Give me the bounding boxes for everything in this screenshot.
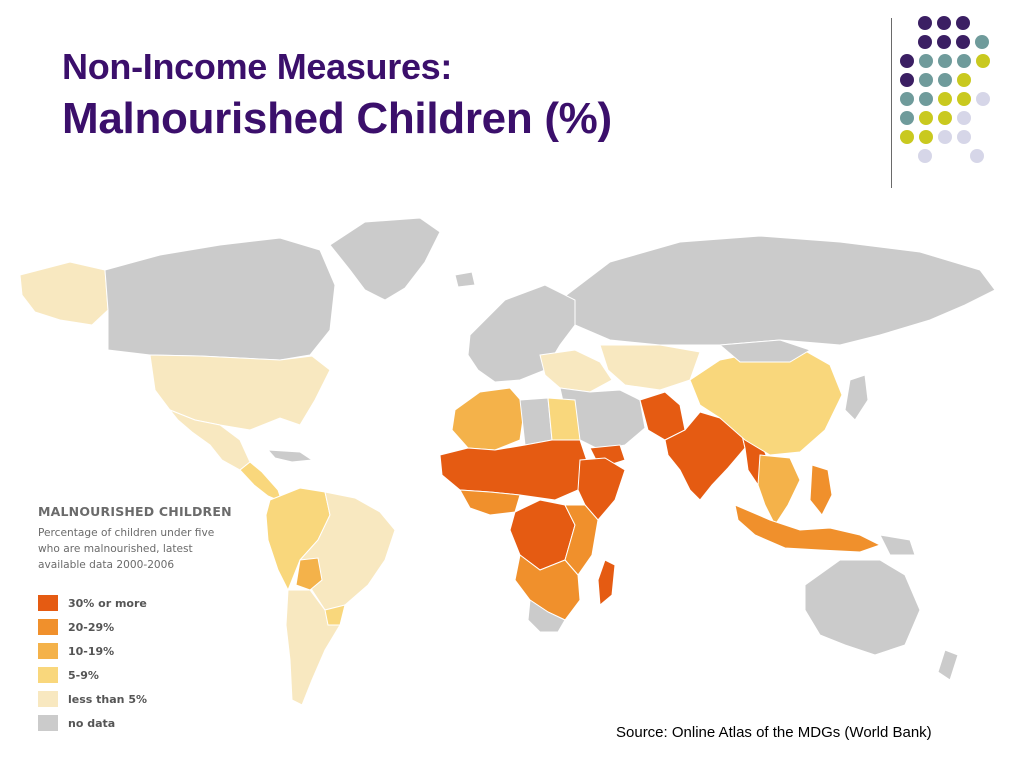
decor-dot [919, 111, 933, 125]
decor-dot [976, 54, 990, 68]
legend-title: MALNOURISHED CHILDREN [38, 504, 232, 519]
region-philippines [809, 464, 833, 516]
region-australia [804, 559, 921, 656]
region-egypt [547, 397, 581, 441]
decor-dot [938, 54, 952, 68]
decor-dot [957, 73, 971, 87]
decor-dot [919, 54, 933, 68]
decor-dot [919, 92, 933, 106]
legend-swatch [38, 595, 58, 611]
decor-dot [937, 16, 951, 30]
region-southeast-asia [757, 454, 801, 527]
source-note: Source: Online Atlas of the MDGs (World … [616, 724, 932, 741]
decor-dot [938, 92, 952, 106]
legend-item: 10-19% [38, 639, 268, 663]
region-south-africa [527, 599, 566, 633]
legend-label: 30% or more [68, 596, 147, 610]
decor-dot [970, 149, 984, 163]
region-central-asia [599, 344, 701, 391]
region-png [879, 534, 916, 556]
decor-dot [957, 92, 971, 106]
decor-dot [938, 111, 952, 125]
region-afghanistan-pakistan [639, 391, 686, 441]
legend-swatch [38, 691, 58, 707]
map-legend: MALNOURISHED CHILDREN Percentage of chil… [38, 504, 268, 735]
region-paraguay [324, 604, 346, 626]
region-caribbean [266, 449, 314, 463]
region-mongolia [718, 339, 812, 363]
decor-dot [957, 111, 971, 125]
region-india [664, 411, 746, 501]
decor-dot [918, 16, 932, 30]
region-greenland [329, 217, 441, 301]
region-central-america [239, 461, 283, 503]
legend-label: 5-9% [68, 668, 99, 682]
decor-dot [956, 16, 970, 30]
decor-dot [919, 130, 933, 144]
decor-divider [891, 18, 892, 188]
region-new-zealand [937, 649, 959, 681]
decor-dot [938, 73, 952, 87]
legend-item: 30% or more [38, 591, 268, 615]
decor-dot [900, 54, 914, 68]
region-madagascar [597, 559, 616, 607]
legend-label: 10-19% [68, 644, 115, 658]
decor-dot [976, 92, 990, 106]
region-west-africa-coast [459, 489, 521, 516]
legend-swatch [38, 715, 58, 731]
legend-item: less than 5% [38, 687, 268, 711]
slide-title-line2: Malnourished Children (%) [62, 94, 612, 143]
decor-dot [975, 35, 989, 49]
decor-dot [937, 35, 951, 49]
region-horn-of-africa [577, 457, 626, 521]
legend-swatch [38, 667, 58, 683]
region-bolivia [295, 557, 323, 591]
decor-dot [900, 130, 914, 144]
legend-label: less than 5% [68, 692, 148, 706]
legend-item: 5-9% [38, 663, 268, 687]
region-balkans-turkey [539, 349, 613, 393]
region-east-africa [564, 504, 599, 576]
region-alaska [19, 261, 109, 326]
region-russia [559, 235, 996, 346]
decor-dot [900, 73, 914, 87]
legend-swatch [38, 643, 58, 659]
region-canada [104, 237, 336, 361]
decor-dot [919, 73, 933, 87]
decor-dot [957, 54, 971, 68]
legend-label: 20-29% [68, 620, 115, 634]
decor-dot [918, 149, 932, 163]
legend-items: 30% or more 20-29% 10-19% 5-9% less than 5% n… [38, 591, 268, 735]
decor-dot [938, 130, 952, 144]
region-iceland [454, 271, 476, 288]
legend-item: no data [38, 711, 268, 735]
region-indonesia [734, 504, 882, 553]
legend-label: no data [68, 716, 116, 730]
world-map [19, 217, 996, 706]
decor-dot [956, 35, 970, 49]
slide-title-line1: Non-Income Measures: [62, 46, 453, 87]
region-southern-africa [514, 554, 581, 621]
legend-swatch [38, 619, 58, 635]
region-japan [844, 374, 869, 421]
decor-dot [957, 130, 971, 144]
decor-dot [900, 111, 914, 125]
legend-item: 20-29% [38, 615, 268, 639]
decor-dot [918, 35, 932, 49]
decor-dot [900, 92, 914, 106]
legend-subtitle: Percentage of children under five who ar… [38, 527, 215, 571]
region-north-africa-west [451, 387, 526, 451]
region-libya [519, 397, 553, 446]
